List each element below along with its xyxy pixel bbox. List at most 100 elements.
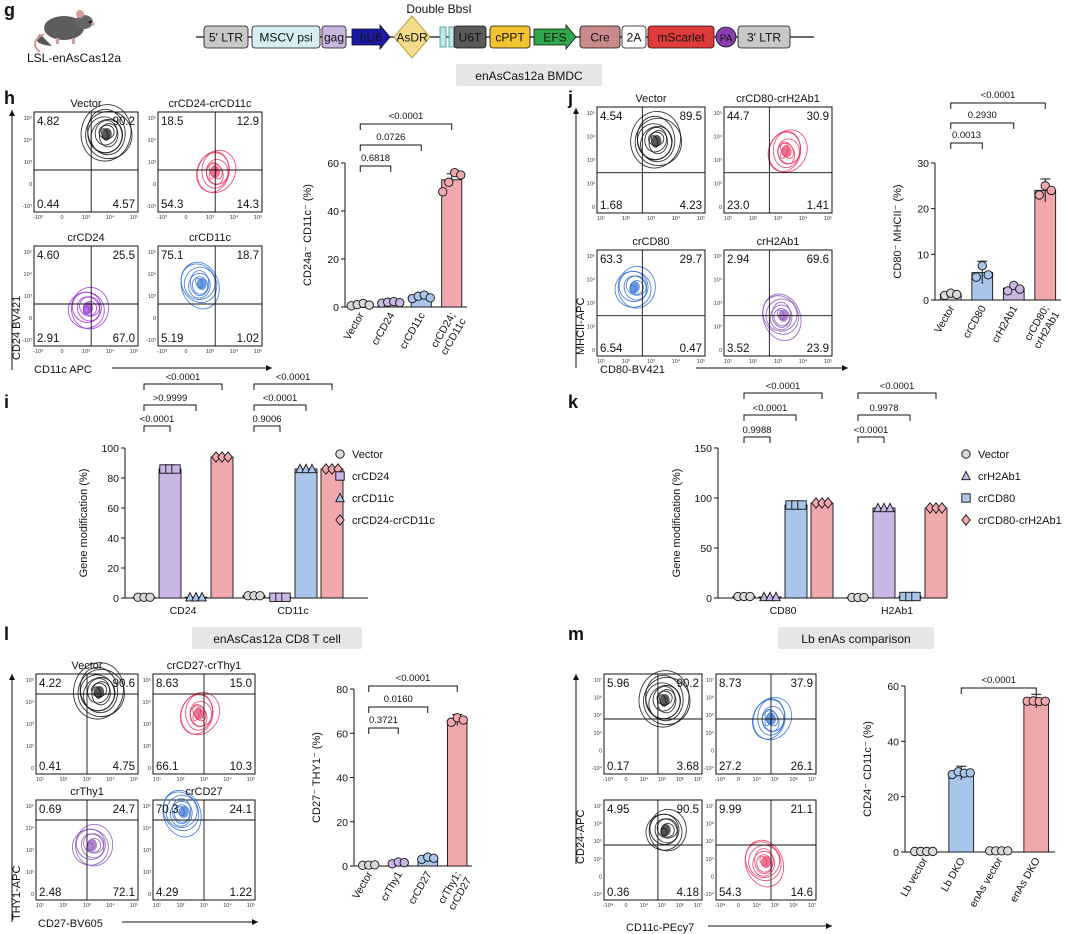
flow-y-tick: 10⁵ (594, 838, 602, 845)
p-value-label: <0.0001 (140, 414, 175, 425)
bar (441, 179, 463, 308)
contour-line (752, 850, 776, 877)
p-value-label: <0.0001 (880, 381, 915, 392)
flow-x-tick: 10¹ (36, 777, 44, 783)
flow-plot-title: crCD24-crCD11c (169, 98, 252, 110)
x-category-label: crCD80 (961, 303, 989, 340)
flow-y-tick: 10⁴ (26, 825, 35, 832)
flow-x-tick: 0 (60, 349, 63, 355)
contour-line (617, 265, 656, 309)
flow-plot-title: crCD80 (632, 236, 669, 248)
contour-line (630, 111, 682, 169)
construct-label: Cre (590, 31, 610, 45)
data-point (255, 591, 265, 601)
flow-y-tick: 10³ (587, 301, 595, 307)
contour-line (762, 293, 802, 342)
quadrant-value: 0.36 (607, 887, 629, 899)
flow-y-axis-label: THY1-APC (11, 866, 23, 920)
flow-x-tick: 10⁴ (106, 776, 115, 783)
data-point (961, 470, 971, 481)
flow-x-tick: 10⁴ (223, 902, 232, 909)
banner-cd8: enAsCas12a CD8 T cell (213, 632, 341, 646)
contour-line (67, 291, 105, 329)
mouse-label: LSL-enAsCas12a (27, 51, 121, 65)
flow-x-tick: 10⁵ (130, 348, 138, 355)
flow-y-tick: 10⁵ (148, 249, 156, 256)
significance-bracket (743, 436, 771, 443)
p-value-label: 0.0013 (952, 130, 981, 141)
contour-line (772, 130, 801, 169)
quadrant-value: 4.29 (156, 887, 178, 899)
flow-y-tick: 10³ (24, 160, 32, 166)
flow-x-tick: 10⁶ (676, 776, 684, 783)
flow-y-tick: 10² (714, 325, 722, 331)
x-category-label: Lb vector (898, 855, 930, 899)
bar (158, 468, 182, 599)
data-point (335, 449, 345, 459)
flow-plot-frame (715, 673, 817, 775)
bar (1034, 189, 1057, 301)
data-point (1046, 185, 1056, 196)
data-point (971, 272, 981, 282)
x-category-label: crThy1 (378, 869, 405, 903)
quadrant-value: 18.7 (237, 250, 259, 262)
flow-x-tick: 10⁵ (771, 776, 779, 783)
y-axis-label: Gene modification (%) (671, 469, 683, 578)
significance-bracket (857, 414, 911, 421)
p-value-label: <0.0001 (766, 381, 801, 392)
panel-letter-m: m (568, 624, 584, 644)
bar (320, 468, 344, 599)
data-point (295, 463, 305, 474)
flow-y-tick: 0 (31, 892, 34, 898)
flow-x-tick: -10⁴ (603, 902, 614, 909)
contour-line (170, 800, 193, 827)
construct-element (715, 26, 737, 48)
flow-x-axis-label: CD80-BV421 (600, 364, 665, 376)
p-value-label: <0.0001 (854, 425, 889, 436)
flow-x-tick: 10⁵ (697, 358, 705, 365)
flow-plot-frame (723, 249, 833, 357)
contour-line (99, 123, 119, 148)
flow-y-arrow-head (9, 110, 15, 116)
quadrant-value: 8.73 (719, 678, 741, 690)
flow-x-tick: 10⁵ (247, 902, 255, 909)
quadrant-value: 67.0 (113, 333, 135, 345)
flow-x-tick: 10⁴ (230, 348, 239, 355)
contour-core (87, 839, 98, 851)
flow-y-tick: 10⁶ (706, 821, 714, 828)
flow-y-tick: 10⁴ (24, 137, 33, 144)
p-value-label: 0.0726 (376, 132, 405, 143)
flow-plot-title: Vector (70, 98, 102, 110)
x-category-label: Lb DKO (939, 856, 968, 894)
flow-plot-title: crCD11c (189, 232, 231, 244)
flow-plot-title: crCD27 (185, 786, 222, 798)
flow-x-tick: 10³ (83, 903, 91, 909)
flow-x-tick: 0 (184, 215, 187, 221)
construct-element (203, 25, 249, 49)
banner-lb: Lb enAs comparison (801, 632, 910, 646)
contour-line (165, 794, 198, 828)
y-axis-label: Gene modification (%) (78, 469, 90, 578)
flow-y-tick: 10³ (143, 722, 151, 728)
y-tick-label: 10 (917, 249, 929, 261)
flow-x-tick: 10⁷ (808, 776, 816, 783)
flow-y-tick: 10² (714, 182, 722, 188)
significance-bracket (143, 425, 171, 432)
quadrant-value: 63.3 (600, 254, 622, 266)
contour-line (201, 151, 230, 189)
contour-line (80, 104, 132, 162)
banner-cd8-bg (192, 627, 362, 649)
flow-y-tick: 0 (148, 766, 151, 772)
flow-x-tick: -10⁴ (603, 776, 614, 783)
contour-line (83, 833, 105, 854)
construct-label: cPPT (495, 31, 525, 45)
y-tick-label: 0 (923, 295, 929, 307)
significance-bracket (950, 122, 1015, 129)
flow-y-tick: 10⁴ (714, 134, 723, 141)
construct-label: hU6 (360, 31, 382, 45)
x-category-label: enAs vector (967, 855, 1005, 909)
data-point (429, 853, 439, 863)
quadrant-value: 8.63 (156, 678, 178, 690)
flow-y-tick: 10³ (714, 301, 722, 307)
contour-line (654, 818, 678, 844)
